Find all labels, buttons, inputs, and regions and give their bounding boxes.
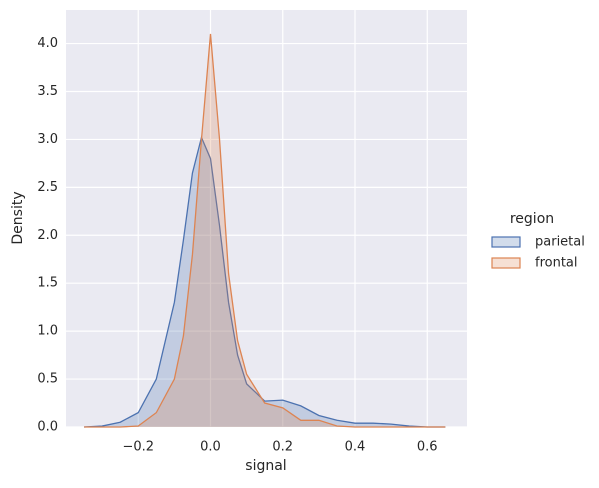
x-tick-label: 0.4 — [345, 440, 366, 455]
y-tick-label: 0.0 — [37, 420, 58, 435]
y-tick-label: 3.0 — [37, 132, 58, 147]
x-axis-label: signal — [245, 458, 286, 474]
y-tick-label: 1.0 — [37, 324, 58, 339]
legend-swatch — [491, 236, 521, 248]
area-fill — [84, 137, 446, 427]
grid — [66, 10, 467, 428]
y-tick-label: 4.0 — [37, 36, 58, 51]
legend-title: region — [510, 211, 554, 227]
y-tick-label: 3.5 — [37, 84, 58, 99]
density-line — [84, 135, 446, 428]
x-tick-label: 0.0 — [200, 440, 221, 455]
legend-swatch — [491, 257, 521, 269]
y-axis-label: Density — [10, 191, 26, 244]
y-tick-label: 2.0 — [37, 228, 58, 243]
density-line — [84, 33, 446, 428]
y-tick-label: 0.5 — [37, 372, 58, 387]
legend-label: parietal — [535, 235, 585, 250]
y-tick-label: 1.5 — [37, 276, 58, 291]
legend-label: frontal — [535, 256, 578, 271]
x-tick-label: 0.6 — [417, 440, 438, 455]
x-tick-label: −0.2 — [122, 440, 154, 455]
plot-background — [66, 10, 467, 427]
y-tick-label: 2.5 — [37, 180, 58, 195]
areas — [84, 33, 446, 428]
x-tick-label: 0.2 — [272, 440, 293, 455]
legend: parietal frontal — [491, 235, 585, 271]
